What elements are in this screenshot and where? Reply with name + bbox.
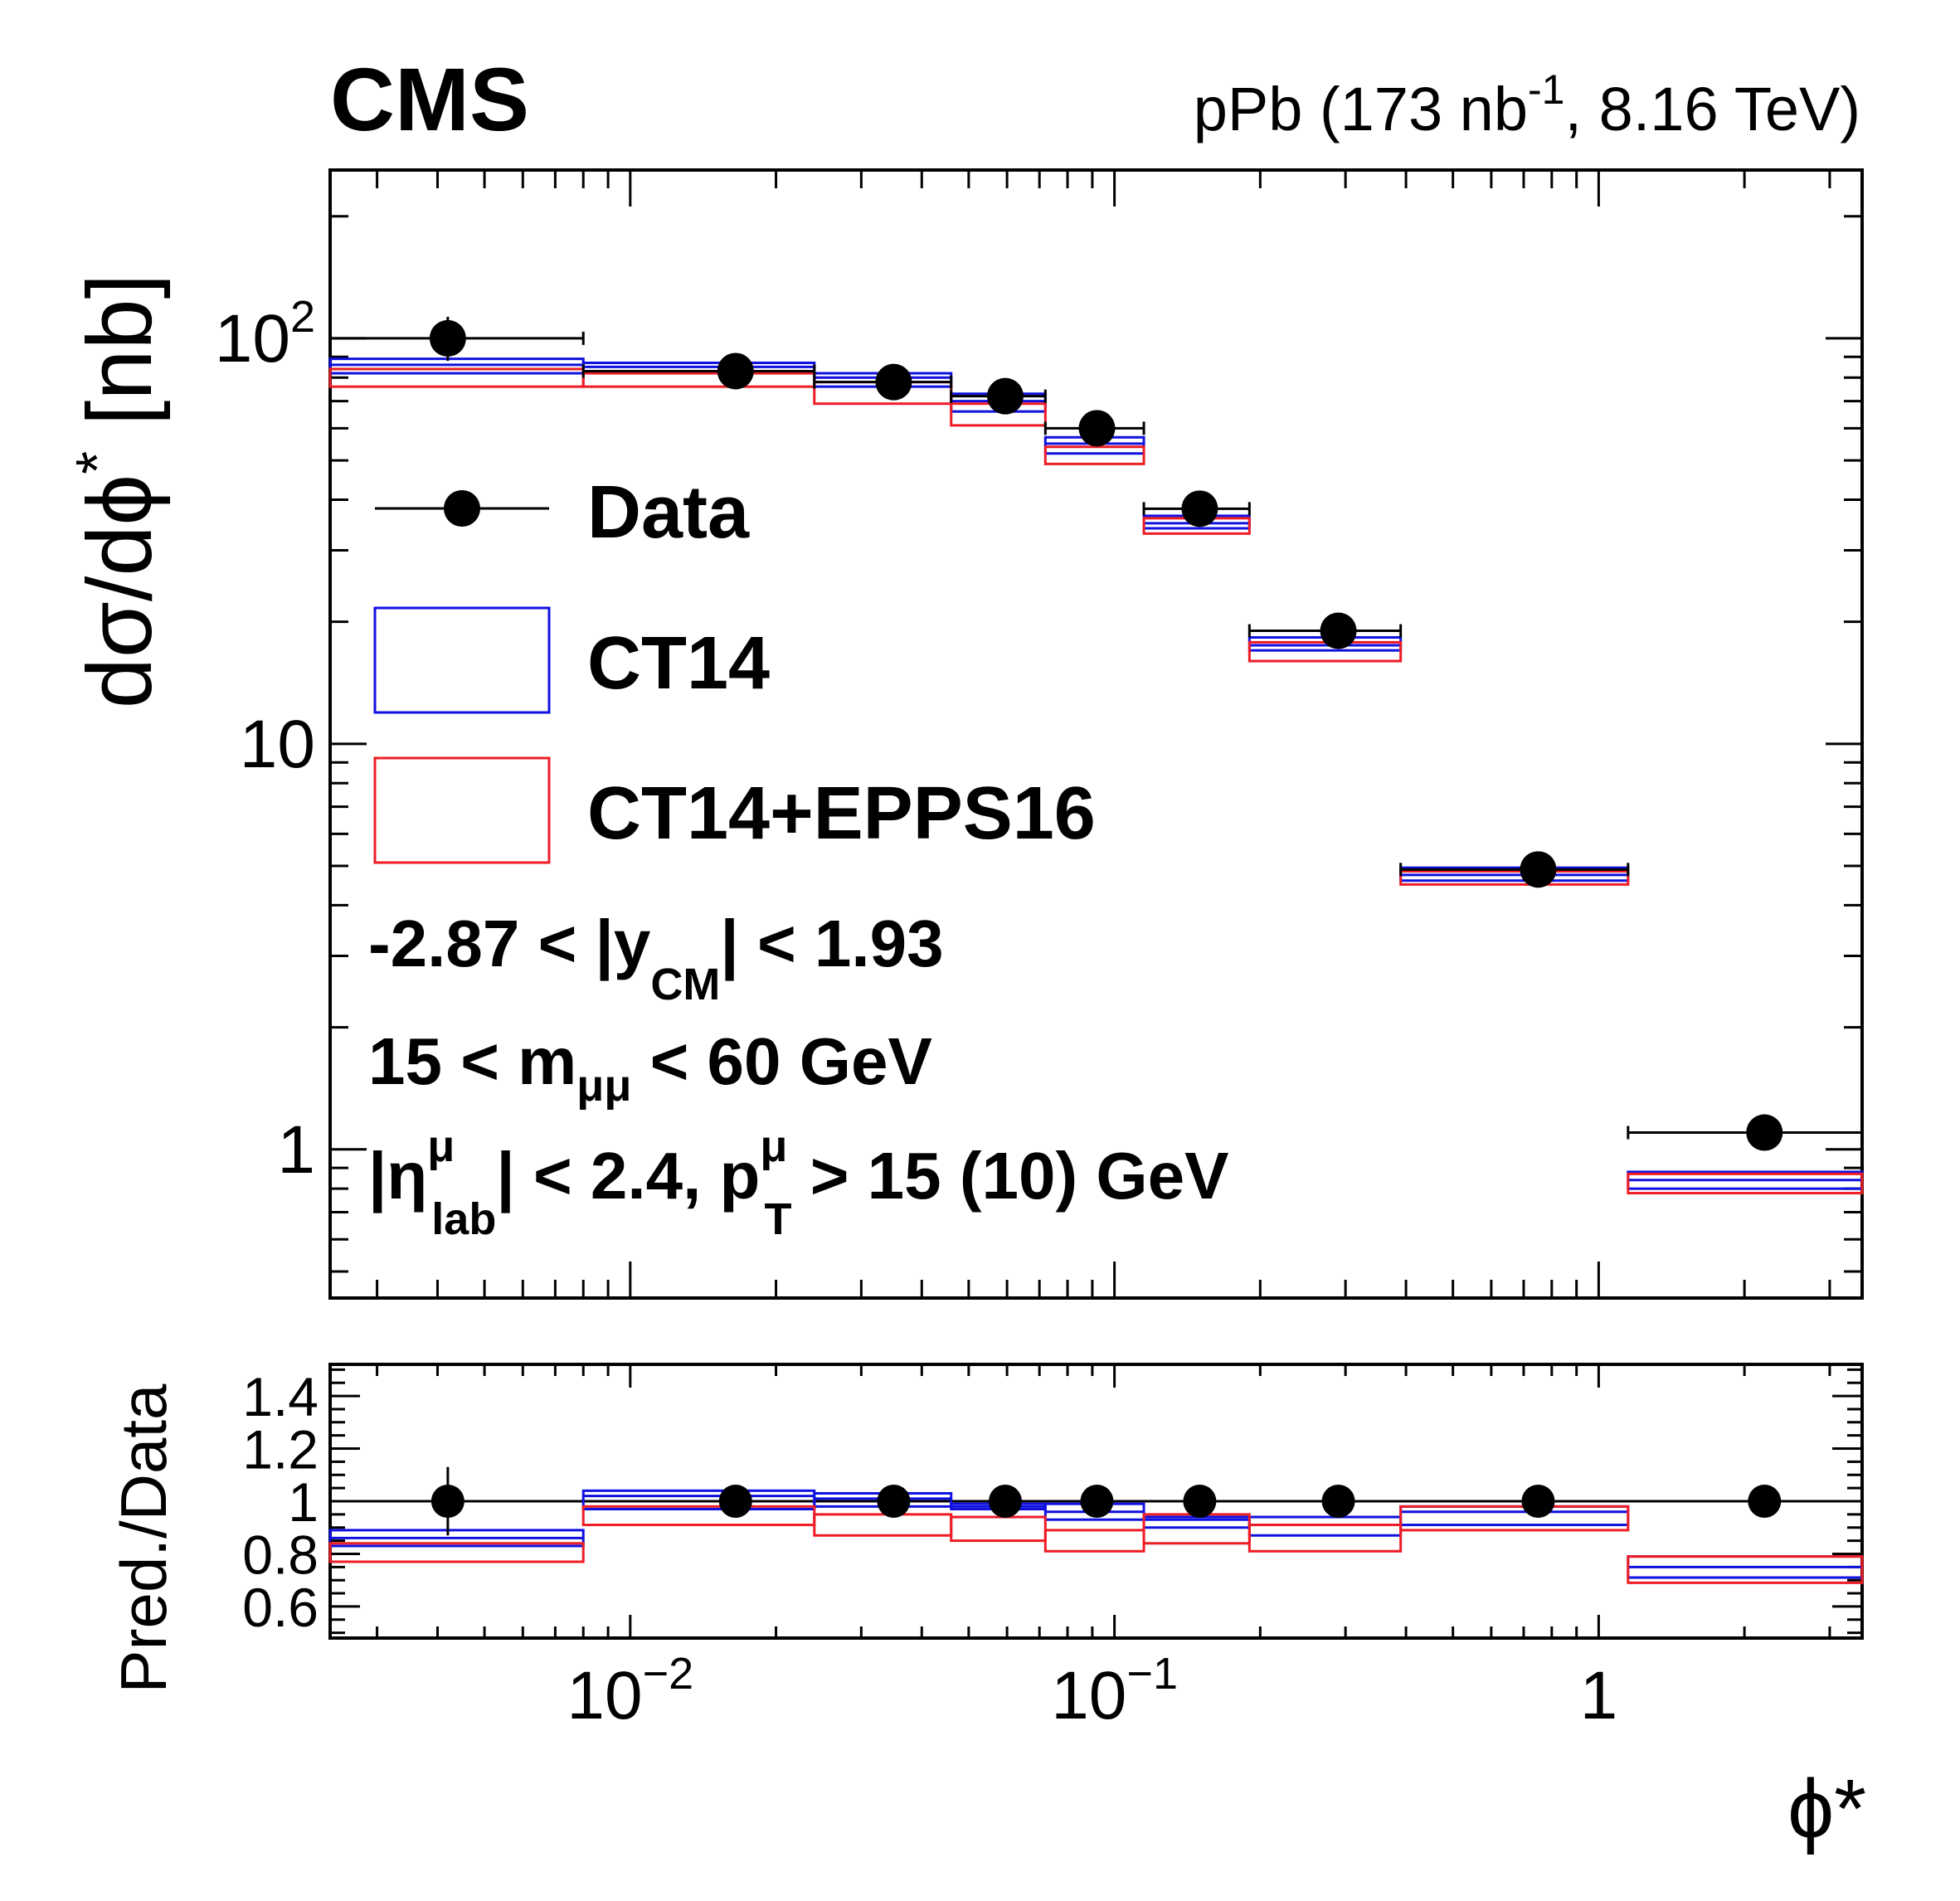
epps16-band bbox=[1627, 1172, 1864, 1195]
lumi-exponent: -1 bbox=[1528, 66, 1564, 113]
legend-data-marker bbox=[444, 490, 480, 527]
epps16-ratio-band bbox=[1043, 1529, 1145, 1553]
ratio-data-point bbox=[1521, 1485, 1555, 1518]
epps16-band bbox=[328, 367, 585, 388]
y-tick-base: 10 bbox=[240, 707, 315, 782]
data-point bbox=[429, 319, 466, 357]
x-tick-exp: −2 bbox=[643, 1649, 694, 1699]
rapidity-cut-pre: -2.87 < |y bbox=[368, 907, 651, 981]
main-y-title-unit: [nb] bbox=[69, 274, 171, 451]
x-tick-base: 10 bbox=[567, 1658, 642, 1733]
ratio-y-tick-label: 1 bbox=[288, 1471, 319, 1533]
x-tick-base: 10 bbox=[1051, 1658, 1126, 1733]
y-tick-label: 102 bbox=[215, 292, 315, 377]
ct14-ratio-band bbox=[1399, 1505, 1630, 1527]
x-tick-label: 10−1 bbox=[1051, 1649, 1178, 1733]
rapidity-cut-sub: CM bbox=[650, 960, 720, 1009]
ratio-panel: 0.60.811.21.410−2 10−1 1 bbox=[242, 1363, 1864, 1733]
ratio-data-point bbox=[988, 1485, 1022, 1518]
epps16-band bbox=[581, 372, 816, 388]
data-point bbox=[1520, 851, 1557, 888]
rapidity-cut-post: | < 1.93 bbox=[720, 907, 943, 981]
x-tick-exp: −1 bbox=[1126, 1649, 1178, 1699]
legend-epps16-box bbox=[373, 756, 551, 864]
eta-sup: μ bbox=[427, 1121, 455, 1171]
data-point bbox=[1746, 1114, 1783, 1151]
ratio-y-tick-label: 0.8 bbox=[242, 1524, 319, 1585]
ratio-data-point bbox=[1321, 1485, 1355, 1518]
data-point bbox=[1181, 490, 1218, 528]
pt-sub: T bbox=[764, 1194, 791, 1244]
ct14-ratio-band bbox=[1247, 1515, 1403, 1537]
legend-ct14-box bbox=[373, 606, 551, 714]
ratio-data-point bbox=[877, 1485, 911, 1518]
main-y-axis-title: dσ/dϕ* [nb] bbox=[65, 274, 171, 709]
data-point bbox=[875, 363, 912, 401]
pt-sup: μ bbox=[760, 1121, 787, 1171]
x-tick-label: 10−2 bbox=[567, 1649, 693, 1733]
y-tick-base: 1 bbox=[277, 1112, 315, 1188]
legend: Data CT14 CT14+EPPS16 bbox=[373, 471, 1096, 864]
data-point bbox=[717, 352, 754, 390]
epps16-ratio-band bbox=[813, 1513, 953, 1537]
data-point bbox=[1320, 612, 1357, 649]
data-point bbox=[1078, 410, 1116, 447]
ratio-data-point bbox=[430, 1485, 464, 1518]
epps16-ratio-band bbox=[328, 1542, 585, 1563]
eta-pre: |η bbox=[368, 1139, 427, 1213]
muon-cuts: |ημ lab| < 2.4, pμ T > 15 (10) GeV bbox=[368, 1121, 1228, 1244]
mass-cut-post: < 60 GeV bbox=[631, 1024, 931, 1098]
ratio-y-tick-label: 1.4 bbox=[242, 1366, 319, 1427]
eta-sub: lab bbox=[431, 1194, 496, 1244]
lumi-suffix: , 8.16 TeV) bbox=[1564, 75, 1860, 143]
legend-epps16-label: CT14+EPPS16 bbox=[587, 772, 1096, 855]
x-tick-base: 1 bbox=[1580, 1658, 1618, 1733]
mass-cut-pre: 15 < m bbox=[368, 1024, 576, 1098]
pt-post: > 15 (10) GeV bbox=[791, 1139, 1228, 1213]
mass-cut-sub: μμ bbox=[576, 1061, 631, 1111]
y-tick-label: 10 bbox=[240, 707, 315, 782]
x-axis-title: ϕ* bbox=[1787, 1762, 1866, 1855]
epps16-ratio-band bbox=[950, 1515, 1047, 1543]
selection-annotations: -2.87 < |yCM| < 1.93 15 < mμμ < 60 GeV |… bbox=[368, 907, 1228, 1244]
ratio-data-point bbox=[718, 1485, 752, 1518]
experiment-label: CMS bbox=[330, 49, 529, 149]
ratio-data-point bbox=[1080, 1485, 1114, 1518]
ratio-y-tick-label: 0.6 bbox=[242, 1577, 319, 1638]
data-point bbox=[986, 377, 1024, 415]
ratio-y-tick-label: 1.2 bbox=[242, 1419, 319, 1480]
luminosity-label: pPb (173 nb-1, 8.16 TeV) bbox=[1194, 66, 1860, 143]
y-tick-exp: 2 bbox=[290, 292, 315, 342]
eta-mid: | < 2.4, p bbox=[496, 1139, 760, 1213]
legend-ct14-label: CT14 bbox=[587, 622, 770, 705]
rapidity-cut: -2.87 < |yCM| < 1.93 bbox=[368, 907, 944, 1009]
ratio-y-axis-title: Pred./Data bbox=[107, 1383, 180, 1693]
x-tick-label: 1 bbox=[1580, 1658, 1618, 1733]
main-plot-frame bbox=[328, 168, 1864, 1300]
main-y-title-text: dσ/dϕ bbox=[69, 474, 171, 708]
epps16-band bbox=[1399, 869, 1630, 886]
epps16-band bbox=[1043, 445, 1145, 465]
legend-data-label: Data bbox=[587, 471, 750, 554]
y-tick-base: 10 bbox=[215, 301, 290, 377]
epps16-ratio-band bbox=[1247, 1524, 1403, 1553]
y-tick-label: 1 bbox=[277, 1112, 315, 1188]
ratio-data-point bbox=[1748, 1485, 1782, 1518]
ratio-data-point bbox=[1183, 1485, 1217, 1518]
lumi-prefix: pPb (173 nb bbox=[1194, 75, 1528, 143]
mass-cut: 15 < mμμ < 60 GeV bbox=[368, 1024, 932, 1111]
main-y-title-star: * bbox=[65, 451, 131, 474]
epps16-ratio-band bbox=[1627, 1555, 1864, 1584]
epps16-ratio-band bbox=[1399, 1505, 1630, 1532]
